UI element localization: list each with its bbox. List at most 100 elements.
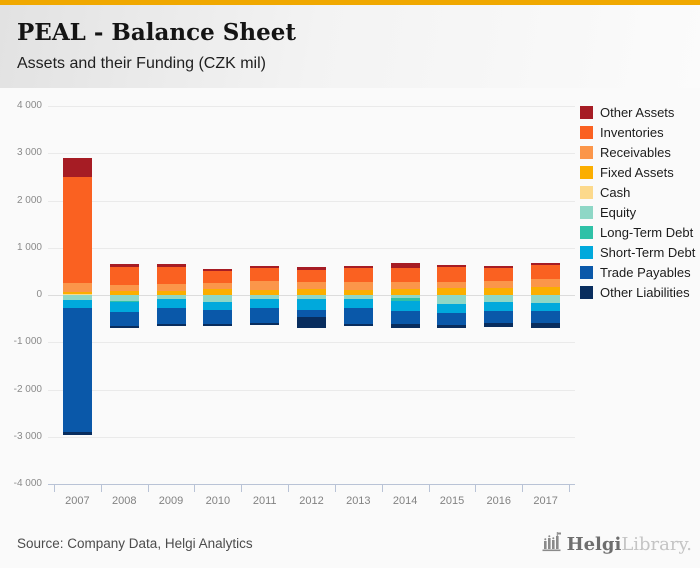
bar-segment-2009-other-assets[interactable] [156, 263, 186, 267]
bar-segment-2017-receivables[interactable] [531, 279, 561, 288]
bar-segment-2008-fixed-assets[interactable] [109, 290, 139, 295]
bar-segment-2007-trade-payables[interactable] [62, 307, 92, 433]
bar-segment-2017-other-liabilities[interactable] [531, 322, 561, 329]
bar-segment-2010-other-liabilities[interactable] [203, 323, 233, 326]
bar-segment-2014-long-term-debt[interactable] [390, 298, 420, 301]
bar-segment-2008-other-assets[interactable] [109, 263, 139, 268]
bar-segment-2015-other-assets[interactable] [437, 264, 467, 267]
bar-segment-2016-trade-payables[interactable] [484, 311, 514, 323]
bar-segment-2013-fixed-assets[interactable] [343, 289, 373, 295]
bar-segment-2012-equity[interactable] [297, 295, 326, 300]
legend-item-equity[interactable]: Equity [580, 202, 695, 222]
legend-item-trade-payables[interactable]: Trade Payables [580, 262, 695, 282]
bar-segment-2014-fixed-assets[interactable] [390, 288, 420, 295]
bar-segment-2011-receivables[interactable] [250, 281, 280, 290]
bar-segment-2008-receivables[interactable] [109, 285, 139, 291]
bar-segment-2016-short-term-debt[interactable] [484, 301, 514, 312]
bar-segment-2015-fixed-assets[interactable] [437, 288, 467, 295]
bar-segment-2013-trade-payables[interactable] [343, 307, 373, 324]
bar-segment-2008-inventories[interactable] [109, 267, 139, 286]
bar-segment-2007-other-assets[interactable] [62, 157, 92, 177]
bar-segment-2008-equity[interactable] [109, 295, 139, 301]
bar-segment-2017-trade-payables[interactable] [531, 311, 561, 323]
bar-segment-2015-equity[interactable] [437, 295, 467, 304]
bar-segment-2012-receivables[interactable] [297, 282, 326, 290]
bar-segment-2016-receivables[interactable] [484, 281, 514, 288]
bar-segment-2016-equity[interactable] [484, 295, 514, 302]
bar-segment-2017-equity[interactable] [531, 295, 561, 304]
bar-segment-2009-equity[interactable] [156, 295, 186, 300]
bar-segment-2007-fixed-assets[interactable] [62, 291, 92, 295]
legend-item-receivables[interactable]: Receivables [580, 142, 695, 162]
bar-segment-2011-equity[interactable] [250, 295, 280, 300]
bar-segment-2010-fixed-assets[interactable] [203, 289, 233, 295]
legend-item-long-term-debt[interactable]: Long-Term Debt [580, 222, 695, 242]
bar-segment-2008-short-term-debt[interactable] [109, 302, 139, 312]
bar-segment-2009-short-term-debt[interactable] [156, 299, 186, 308]
bar-segment-2010-other-assets[interactable] [203, 268, 233, 272]
bar-segment-2015-trade-payables[interactable] [437, 312, 467, 325]
bar-segment-2017-fixed-assets[interactable] [531, 287, 561, 295]
bar-segment-2011-trade-payables[interactable] [250, 307, 280, 323]
bar-segment-2015-inventories[interactable] [437, 266, 467, 282]
bar-segment-2009-fixed-assets[interactable] [156, 290, 186, 295]
bar-segment-2012-inventories[interactable] [297, 269, 326, 283]
bar-segment-2012-short-term-debt[interactable] [297, 299, 326, 310]
bar-segment-2007-equity[interactable] [62, 295, 92, 300]
bar-segment-2013-receivables[interactable] [343, 282, 373, 290]
bar-segment-2011-inventories[interactable] [250, 268, 280, 282]
bar-segment-2011-other-assets[interactable] [250, 265, 280, 269]
legend-item-fixed-assets[interactable]: Fixed Assets [580, 162, 695, 182]
bar-segment-2014-equity[interactable] [390, 295, 420, 299]
bar-segment-2016-inventories[interactable] [484, 268, 514, 282]
bar-segment-2008-trade-payables[interactable] [109, 311, 139, 326]
legend-item-cash[interactable]: Cash [580, 182, 695, 202]
bar-segment-2013-equity[interactable] [343, 295, 373, 300]
bar-segment-2017-inventories[interactable] [531, 265, 561, 280]
legend-item-short-term-debt[interactable]: Short-Term Debt [580, 242, 695, 262]
bar-segment-2009-receivables[interactable] [156, 283, 186, 291]
bar-segment-2016-other-liabilities[interactable] [484, 322, 514, 327]
bar-segment-2012-other-liabilities[interactable] [297, 316, 326, 328]
bar-segment-2008-other-liabilities[interactable] [109, 325, 139, 328]
bar-segment-2015-receivables[interactable] [437, 281, 467, 289]
bar-segment-2014-receivables[interactable] [390, 281, 420, 289]
bar-segment-2010-equity[interactable] [203, 295, 233, 302]
bar-segment-2008-long-term-debt[interactable] [109, 300, 139, 303]
bar-segment-2010-short-term-debt[interactable] [203, 301, 233, 310]
bar-segment-2009-other-liabilities[interactable] [156, 324, 186, 327]
bar-segment-2013-short-term-debt[interactable] [343, 299, 373, 308]
bar-segment-2010-trade-payables[interactable] [203, 309, 233, 324]
bar-segment-2013-other-liabilities[interactable] [343, 323, 373, 327]
bar-segment-2011-fixed-assets[interactable] [250, 289, 280, 295]
bar-segment-2009-inventories[interactable] [156, 266, 186, 284]
bar-segment-2012-fixed-assets[interactable] [297, 289, 326, 295]
bar-segment-2010-receivables[interactable] [203, 283, 233, 290]
bar-segment-2012-trade-payables[interactable] [297, 309, 326, 317]
bar-segment-2011-short-term-debt[interactable] [250, 299, 280, 308]
bar-segment-2013-other-assets[interactable] [343, 265, 373, 269]
bar-segment-2015-short-term-debt[interactable] [437, 303, 467, 313]
bar-segment-2014-trade-payables[interactable] [390, 310, 420, 325]
bar-segment-2009-trade-payables[interactable] [156, 307, 186, 325]
bar-segment-2007-short-term-debt[interactable] [62, 299, 92, 308]
bar-segment-2014-other-assets[interactable] [390, 263, 420, 268]
bar-segment-2007-inventories[interactable] [62, 176, 92, 283]
bar-segment-2013-inventories[interactable] [343, 268, 373, 283]
legend-item-other-assets[interactable]: Other Assets [580, 102, 695, 122]
bar-segment-2014-inventories[interactable] [390, 267, 420, 282]
bar-segment-2007-cash[interactable] [62, 294, 92, 295]
legend-item-inventories[interactable]: Inventories [580, 122, 695, 142]
bar-segment-2012-other-assets[interactable] [297, 267, 326, 270]
bar-segment-2011-other-liabilities[interactable] [250, 322, 280, 326]
bar-segment-2007-other-liabilities[interactable] [62, 432, 92, 435]
legend-item-other-liabilities[interactable]: Other Liabilities [580, 282, 695, 302]
bar-segment-2016-fixed-assets[interactable] [484, 287, 514, 295]
bar-segment-2014-other-liabilities[interactable] [390, 324, 420, 329]
bar-segment-2017-short-term-debt[interactable] [531, 303, 561, 312]
bar-segment-2014-short-term-debt[interactable] [390, 300, 420, 311]
bar-segment-2015-other-liabilities[interactable] [437, 325, 467, 328]
bar-segment-2016-other-assets[interactable] [484, 266, 514, 269]
bar-segment-2007-receivables[interactable] [62, 282, 92, 292]
bar-segment-2010-inventories[interactable] [203, 271, 233, 284]
